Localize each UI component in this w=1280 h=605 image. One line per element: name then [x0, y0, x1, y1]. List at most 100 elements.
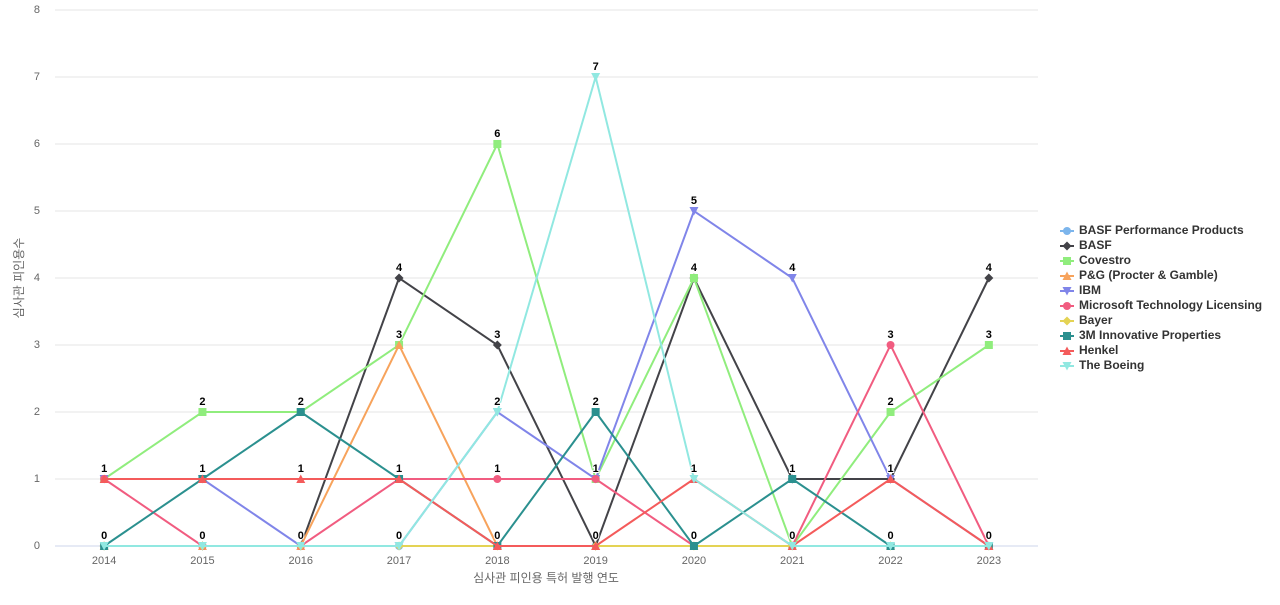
data-label: 4	[691, 262, 698, 274]
data-label: 1	[593, 463, 599, 475]
data-point	[984, 341, 993, 349]
data-point	[492, 541, 502, 550]
data-label: 5	[691, 195, 697, 207]
series-line	[103, 141, 990, 549]
data-point	[591, 475, 600, 483]
legend-marker	[1062, 316, 1072, 326]
data-point	[296, 408, 305, 416]
data-label: 1	[691, 463, 697, 475]
x-tick-label: 2020	[682, 555, 706, 567]
data-point	[886, 542, 896, 551]
data-point	[394, 340, 404, 349]
legend-label: Covestro	[1079, 253, 1131, 267]
x-tick-label: 2021	[780, 555, 804, 567]
data-point	[394, 273, 404, 283]
series	[99, 73, 994, 551]
legend-item: Covestro	[1060, 253, 1131, 267]
data-point	[886, 474, 896, 483]
legend-marker	[1063, 332, 1071, 340]
y-tick-label: 3	[34, 339, 40, 351]
data-label: 0	[101, 530, 107, 542]
x-tick-label: 2019	[583, 555, 607, 567]
x-tick-label: 2014	[92, 555, 116, 567]
data-point	[787, 542, 797, 551]
legend-label: Microsoft Technology Licensing	[1079, 298, 1262, 312]
data-label: 4	[396, 262, 403, 274]
legend-item: Henkel	[1060, 343, 1118, 357]
data-label: 2	[298, 396, 304, 408]
data-label: 2	[887, 396, 893, 408]
data-label: 0	[691, 530, 697, 542]
data-label: 1	[396, 463, 402, 475]
data-point	[197, 542, 207, 551]
legend-marker	[1062, 287, 1072, 296]
data-label: 0	[789, 530, 795, 542]
data-point	[788, 475, 797, 483]
legend-label: IBM	[1079, 283, 1101, 297]
legend-label: BASF Performance Products	[1079, 223, 1244, 237]
legend-marker	[1062, 241, 1072, 251]
legend-marker	[1063, 302, 1071, 310]
legend-item: Microsoft Technology Licensing	[1060, 298, 1262, 312]
data-point	[591, 73, 601, 82]
series-line	[104, 477, 990, 548]
data-point	[492, 340, 502, 350]
series	[99, 207, 994, 551]
data-label: 6	[494, 128, 500, 140]
legend-item: P&G (Procter & Gamble)	[1060, 268, 1218, 282]
legend-marker	[1062, 362, 1072, 371]
data-point	[689, 207, 699, 216]
data-point	[394, 474, 404, 483]
data-point	[493, 475, 502, 483]
y-tick-label: 4	[34, 272, 40, 284]
y-tick-label: 2	[34, 406, 40, 418]
data-label: 7	[593, 61, 599, 73]
legend-marker	[1063, 257, 1071, 265]
legend-label: P&G (Procter & Gamble)	[1079, 268, 1218, 282]
data-label: 0	[887, 530, 893, 542]
data-label: 0	[396, 530, 402, 542]
data-label: 3	[396, 329, 402, 341]
x-tick-label: 2017	[387, 555, 411, 567]
data-label: 2	[593, 396, 599, 408]
x-tick-label: 2023	[977, 555, 1001, 567]
legend-item: BASF	[1060, 238, 1112, 252]
data-label: 3	[887, 329, 893, 341]
data-label: 1	[298, 463, 304, 475]
data-label: 1	[789, 463, 795, 475]
data-point	[787, 274, 797, 283]
legend-item: The Boeing	[1060, 358, 1144, 372]
legend-marker	[1062, 346, 1072, 355]
data-label: 1	[494, 463, 500, 475]
data-point	[591, 541, 601, 550]
data-point	[689, 542, 698, 550]
data-label: 2	[494, 396, 500, 408]
data-point	[689, 274, 698, 282]
data-point	[886, 341, 895, 349]
data-point	[591, 408, 600, 416]
y-tick-label: 6	[34, 138, 40, 150]
y-tick-label: 8	[34, 4, 40, 16]
data-point	[198, 408, 207, 416]
data-point	[493, 140, 502, 148]
y-tick-label: 5	[34, 205, 40, 217]
legend-label: The Boeing	[1079, 358, 1144, 372]
data-label: 1	[199, 463, 205, 475]
x-tick-label: 2022	[878, 555, 902, 567]
data-point	[984, 542, 994, 551]
legend-label: Bayer	[1079, 313, 1113, 327]
data-label: 4	[789, 262, 796, 274]
series-line	[104, 209, 990, 547]
data-point	[984, 273, 994, 283]
legend-marker	[1062, 271, 1072, 280]
legend-label: BASF	[1079, 238, 1112, 252]
data-point	[886, 408, 895, 416]
x-axis-title: 심사관 피인용 특허 발행 연도	[473, 570, 619, 585]
legend-label: Henkel	[1079, 343, 1118, 357]
x-tick-label: 2016	[289, 555, 313, 567]
y-tick-label: 1	[34, 473, 40, 485]
x-tick-label: 2015	[190, 555, 214, 567]
data-label: 4	[986, 262, 993, 274]
y-tick-label: 0	[34, 540, 40, 552]
